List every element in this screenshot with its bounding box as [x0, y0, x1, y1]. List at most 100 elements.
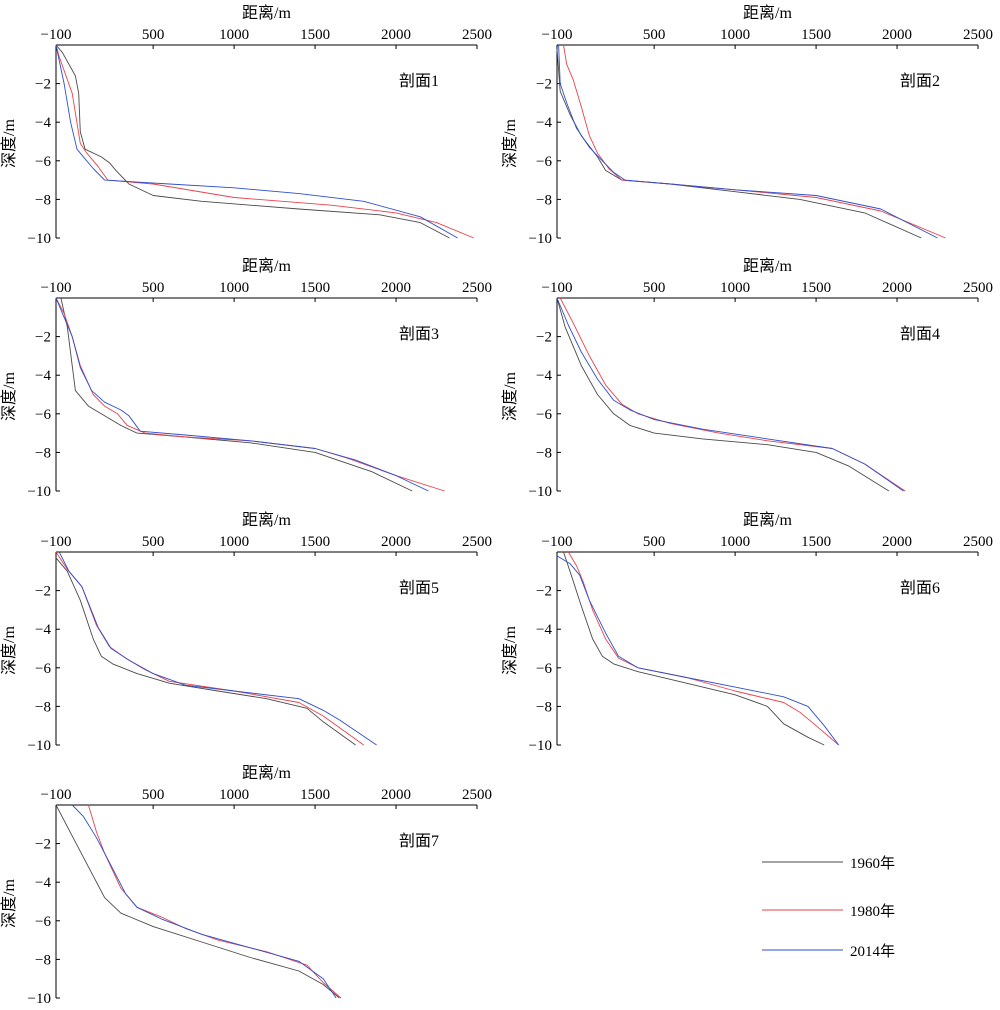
x-tick-label: 2000	[882, 27, 912, 43]
panel-title: 剖面6	[900, 579, 940, 597]
x-tick-label: 2500	[963, 534, 993, 550]
y-tick-label: −6	[35, 661, 51, 677]
series-line-1980年	[559, 297, 906, 492]
y-tick-label: −6	[536, 407, 552, 423]
legend-label: 1960年	[850, 855, 895, 872]
x-tick-label: 500	[643, 280, 666, 296]
y-tick-label: −4	[536, 115, 552, 131]
y-tick-label: −2	[536, 584, 552, 600]
x-tick-label: 500	[142, 280, 165, 296]
profile-panel-6: −100 500 1000 1500 2000 2500 −2 −4 −6 −8 −10 距离/m 深度…	[501, 511, 993, 754]
series-line-1980年	[567, 551, 839, 746]
y-tick-label: −4	[35, 115, 51, 131]
y-tick-label: −6	[536, 661, 552, 677]
y-tick-label: −4	[35, 622, 51, 638]
series-line-1960年	[556, 297, 890, 492]
profile-panel-3: −100 500 1000 1500 2000 2500 −2 −4 −6 −8 −10 距离/m 深度…	[0, 257, 492, 500]
y-tick-label: −10	[28, 991, 51, 1007]
y-tick-label: −10	[28, 738, 51, 754]
y-axis-label: 深度/m	[501, 372, 519, 421]
profile-panel-4: −100 500 1000 1500 2000 2500 −2 −4 −6 −8 −10 距离/m 深度…	[501, 257, 993, 500]
y-tick-label: −10	[529, 738, 552, 754]
series-line-2014年	[55, 297, 429, 492]
y-tick-label: −10	[28, 484, 51, 500]
y-axis-label: 深度/m	[501, 119, 519, 168]
y-axis-label: 深度/m	[501, 626, 519, 675]
x-tick-label: 500	[142, 534, 165, 550]
series-line-2014年	[556, 297, 904, 492]
x-tick-label: 2000	[381, 280, 411, 296]
x-tick-label: 1000	[219, 280, 249, 296]
x-tick-label: 2000	[381, 787, 411, 803]
x-tick-label: −100	[41, 27, 72, 43]
y-tick-label: −4	[35, 368, 51, 384]
panel-title: 剖面1	[399, 72, 439, 90]
x-tick-label: 1000	[219, 27, 249, 43]
x-tick-label: 2500	[462, 534, 492, 550]
x-tick-label: 1500	[300, 534, 330, 550]
y-tick-label: −8	[35, 192, 51, 208]
x-tick-label: 2000	[381, 534, 411, 550]
series-line-1980年	[55, 297, 445, 492]
series-line-1960年	[60, 297, 413, 492]
x-axis-label: 距离/m	[743, 257, 792, 275]
series-line-1960年	[55, 44, 450, 239]
y-axis-label: 深度/m	[0, 372, 18, 421]
series-line-2014年	[58, 551, 377, 746]
y-tick-label: −8	[536, 699, 552, 715]
y-tick-label: −8	[536, 192, 552, 208]
x-axis-label: 距离/m	[242, 257, 291, 275]
x-tick-label: −100	[41, 280, 72, 296]
x-axis-label: 距离/m	[242, 764, 291, 782]
x-tick-label: 500	[643, 27, 666, 43]
y-tick-label: −2	[536, 77, 552, 93]
x-tick-label: 1000	[720, 534, 750, 550]
x-tick-label: 1000	[219, 534, 249, 550]
x-axis-label: 距离/m	[743, 4, 792, 22]
series-line-2014年	[71, 804, 337, 999]
x-tick-label: 2000	[381, 27, 411, 43]
y-tick-label: −4	[536, 622, 552, 638]
x-tick-label: 2500	[462, 280, 492, 296]
y-axis-label: 深度/m	[0, 626, 18, 675]
profile-panel-5: −100 500 1000 1500 2000 2500 −2 −4 −6 −8 −10 距离/m 深度…	[0, 511, 492, 754]
x-tick-label: 1000	[720, 27, 750, 43]
series-line-1980年	[87, 804, 342, 999]
series-line-1980年	[563, 44, 946, 239]
x-tick-label: −100	[41, 787, 72, 803]
panel-title: 剖面5	[399, 579, 439, 597]
y-axis-label: 深度/m	[0, 119, 18, 168]
x-tick-label: −100	[542, 27, 573, 43]
x-tick-label: 1500	[801, 534, 831, 550]
panel-title: 剖面4	[900, 325, 940, 343]
x-tick-label: −100	[41, 534, 72, 550]
panel-title: 剖面7	[399, 832, 439, 850]
y-tick-label: −2	[536, 330, 552, 346]
series-line-1960年	[563, 551, 825, 746]
series-line-1960年	[55, 804, 340, 999]
series-line-1980年	[55, 551, 364, 746]
y-tick-label: −10	[28, 231, 51, 247]
x-tick-label: 1500	[300, 787, 330, 803]
profile-panel-2: −100 500 1000 1500 2000 2500 −2 −4 −6 −8 −10 距离/m 深度…	[501, 4, 993, 247]
x-tick-label: 1500	[300, 280, 330, 296]
x-tick-label: 500	[643, 534, 666, 550]
x-tick-label: 500	[142, 27, 165, 43]
x-tick-label: 2000	[882, 280, 912, 296]
x-tick-label: 2500	[462, 787, 492, 803]
x-tick-label: −100	[542, 280, 573, 296]
profile-panel-7: −100 500 1000 1500 2000 2500 −2 −4 −6 −8 −10 距离/m 深度…	[0, 764, 492, 1007]
y-tick-label: −6	[536, 154, 552, 170]
y-tick-label: −4	[35, 875, 51, 891]
y-tick-label: −2	[35, 837, 51, 853]
y-tick-label: −10	[529, 231, 552, 247]
x-tick-label: 1500	[801, 27, 831, 43]
profile-panel-1: −100 500 1000 1500 2000 2500 −2 −4 −6 −8 −10 距离/m 深度…	[0, 4, 492, 247]
legend-label: 2014年	[850, 943, 895, 960]
y-tick-label: −10	[529, 484, 552, 500]
series-line-1960年	[55, 557, 356, 746]
y-tick-label: −6	[35, 914, 51, 930]
x-tick-label: 1000	[720, 280, 750, 296]
y-tick-label: −6	[35, 154, 51, 170]
y-tick-label: −6	[35, 407, 51, 423]
